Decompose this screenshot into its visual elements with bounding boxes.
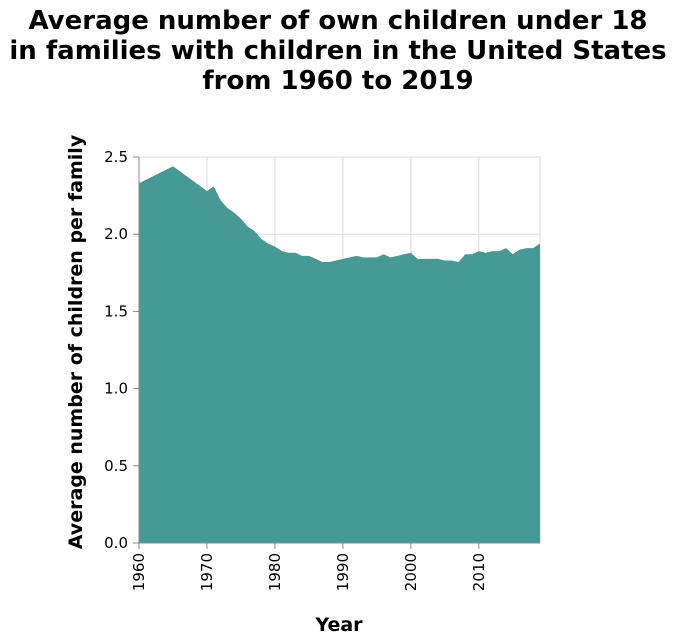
area-series — [139, 166, 540, 543]
chart-title-line-1: Average number of own children under 18 — [28, 6, 648, 36]
y-tick-label: 1.0 — [104, 380, 128, 398]
x-axis-ticks: 1960 1970 1980 1990 2000 2010 — [130, 543, 488, 591]
chart-title-line-3: from 1960 to 2019 — [202, 66, 474, 96]
y-tick-label: 1.5 — [104, 302, 128, 320]
y-tick-label: 0.5 — [104, 457, 128, 475]
chart-title: Average number of own children under 18 … — [0, 6, 676, 96]
x-tick-label: 1970 — [198, 553, 216, 591]
y-tick-label: 2.5 — [104, 148, 128, 166]
x-tick-label: 1960 — [130, 553, 148, 591]
x-tick-label: 1980 — [266, 553, 284, 591]
x-tick-label: 2010 — [470, 553, 488, 591]
y-axis-ticks: 0.0 0.5 1.0 1.5 2.0 2.5 — [104, 148, 139, 552]
y-axis-title: Average number of children per family — [65, 134, 87, 549]
x-axis-title: Year — [314, 614, 363, 636]
y-tick-label: 0.0 — [104, 534, 128, 552]
axes — [138, 157, 540, 544]
y-tick-label: 2.0 — [104, 225, 128, 243]
x-tick-label: 2000 — [402, 553, 420, 591]
x-tick-label: 1990 — [334, 553, 352, 591]
chart-title-line-2: in families with children in the United … — [9, 36, 667, 66]
